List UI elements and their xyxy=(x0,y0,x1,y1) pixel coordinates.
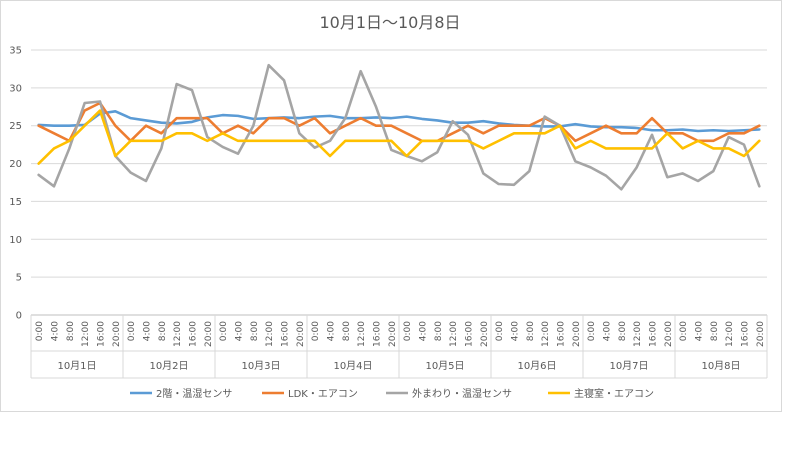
x-tick-label: 20:00 xyxy=(112,321,122,347)
legend-label: LDK・エアコン xyxy=(288,389,358,400)
axes: 0 5 10 15 20 25 30 35 0:00 4:00 8:00 12:00 16:00 20:0… xyxy=(9,46,768,379)
x-tick-label: 4:00 xyxy=(511,321,521,341)
x-tick-label: 12:00 xyxy=(541,321,551,347)
x-tick-label: 0:00 xyxy=(495,321,505,341)
x-tick-label: 8:00 xyxy=(618,321,628,341)
x-tick-label: 4:00 xyxy=(603,321,613,341)
x-tick-label: 20:00 xyxy=(296,321,306,347)
x-tick-label: 8:00 xyxy=(342,321,352,341)
x-tick-label: 0:00 xyxy=(587,321,597,341)
y-tick-label: 35 xyxy=(9,46,22,57)
x-tick-label: 16:00 xyxy=(97,321,107,347)
day-label: 10月3日 xyxy=(241,360,280,372)
x-tick-label: 4:00 xyxy=(143,321,153,341)
x-tick-label: 12:00 xyxy=(725,321,735,347)
x-tick-label: 4:00 xyxy=(327,321,337,341)
y-tick-label: 20 xyxy=(9,159,22,170)
y-tick-label: 10 xyxy=(9,235,22,246)
day-label: 10月5日 xyxy=(425,360,464,372)
x-tick-label: 16:00 xyxy=(465,321,475,347)
x-tick-label: 0:00 xyxy=(679,321,689,341)
legend-label: 主寝室・エアコン xyxy=(574,387,654,400)
legend-label: 2階・温湿センサ xyxy=(156,388,232,400)
x-tick-label: 20:00 xyxy=(480,321,490,347)
x-tick-label: 12:00 xyxy=(633,321,643,347)
series-lines xyxy=(37,63,761,191)
day-label: 10月7日 xyxy=(609,360,648,372)
gridlines xyxy=(31,49,767,278)
x-tick-label: 0:00 xyxy=(35,321,45,341)
y-tick-label: 5 xyxy=(16,273,22,284)
x-tick-label: 16:00 xyxy=(373,321,383,347)
x-tick-label: 16:00 xyxy=(557,321,567,347)
chart-title: 10月1日～10月8日 xyxy=(319,13,460,32)
x-tick-label: 0:00 xyxy=(311,321,321,341)
x-tick-label: 0:00 xyxy=(127,321,137,341)
y-tick-label: 0 xyxy=(16,311,22,322)
day-label: 10月1日 xyxy=(57,360,96,372)
x-tick-label: 8:00 xyxy=(434,321,444,341)
x-tick-label: 12:00 xyxy=(357,321,367,347)
x-tick-label: 20:00 xyxy=(388,321,398,347)
x-tick-label: 0:00 xyxy=(403,321,413,341)
x-tick-label: 20:00 xyxy=(204,321,214,347)
x-tick-label: 20:00 xyxy=(572,321,582,347)
x-tick-label: 8:00 xyxy=(710,321,720,341)
x-tick-label: 4:00 xyxy=(419,321,429,341)
x-tick-label: 12:00 xyxy=(81,321,91,347)
legend: 2階・温湿センサ LDK・エアコン 外まわり・温湿センサ 主寝室・エアコン xyxy=(130,387,654,400)
y-tick-label: 30 xyxy=(9,83,22,94)
x-tick-label: 4:00 xyxy=(235,321,245,341)
x-tick-label: 16:00 xyxy=(649,321,659,347)
y-tick-label: 15 xyxy=(9,197,22,208)
x-tick-label: 8:00 xyxy=(158,321,168,341)
x-tick-label: 0:00 xyxy=(219,321,229,341)
x-tick-label: 8:00 xyxy=(250,321,260,341)
day-label: 10月4日 xyxy=(333,360,372,372)
day-label: 10月6日 xyxy=(517,360,556,372)
x-tick-label: 16:00 xyxy=(281,321,291,347)
day-label: 10月8日 xyxy=(701,360,740,372)
x-tick-label: 20:00 xyxy=(756,321,766,347)
x-tick-label: 16:00 xyxy=(741,321,751,347)
series-line xyxy=(37,63,761,191)
x-tick-label: 12:00 xyxy=(265,321,275,347)
x-tick-label: 4:00 xyxy=(51,321,61,341)
series-line xyxy=(37,110,761,133)
x-tick-label: 8:00 xyxy=(66,321,76,341)
legend-label: 外まわり・温湿センサ xyxy=(412,388,512,400)
chart-frame xyxy=(0,0,782,412)
day-label: 10月2日 xyxy=(149,360,188,372)
x-tick-label: 20:00 xyxy=(664,321,674,347)
series-line xyxy=(37,101,761,143)
series-line xyxy=(37,109,761,165)
x-tick-label: 12:00 xyxy=(449,321,459,347)
y-tick-label: 25 xyxy=(9,121,22,132)
x-tick-label: 4:00 xyxy=(695,321,705,341)
x-tick-label: 16:00 xyxy=(189,321,199,347)
x-tick-label: 8:00 xyxy=(526,321,536,341)
x-tick-label: 12:00 xyxy=(173,321,183,347)
